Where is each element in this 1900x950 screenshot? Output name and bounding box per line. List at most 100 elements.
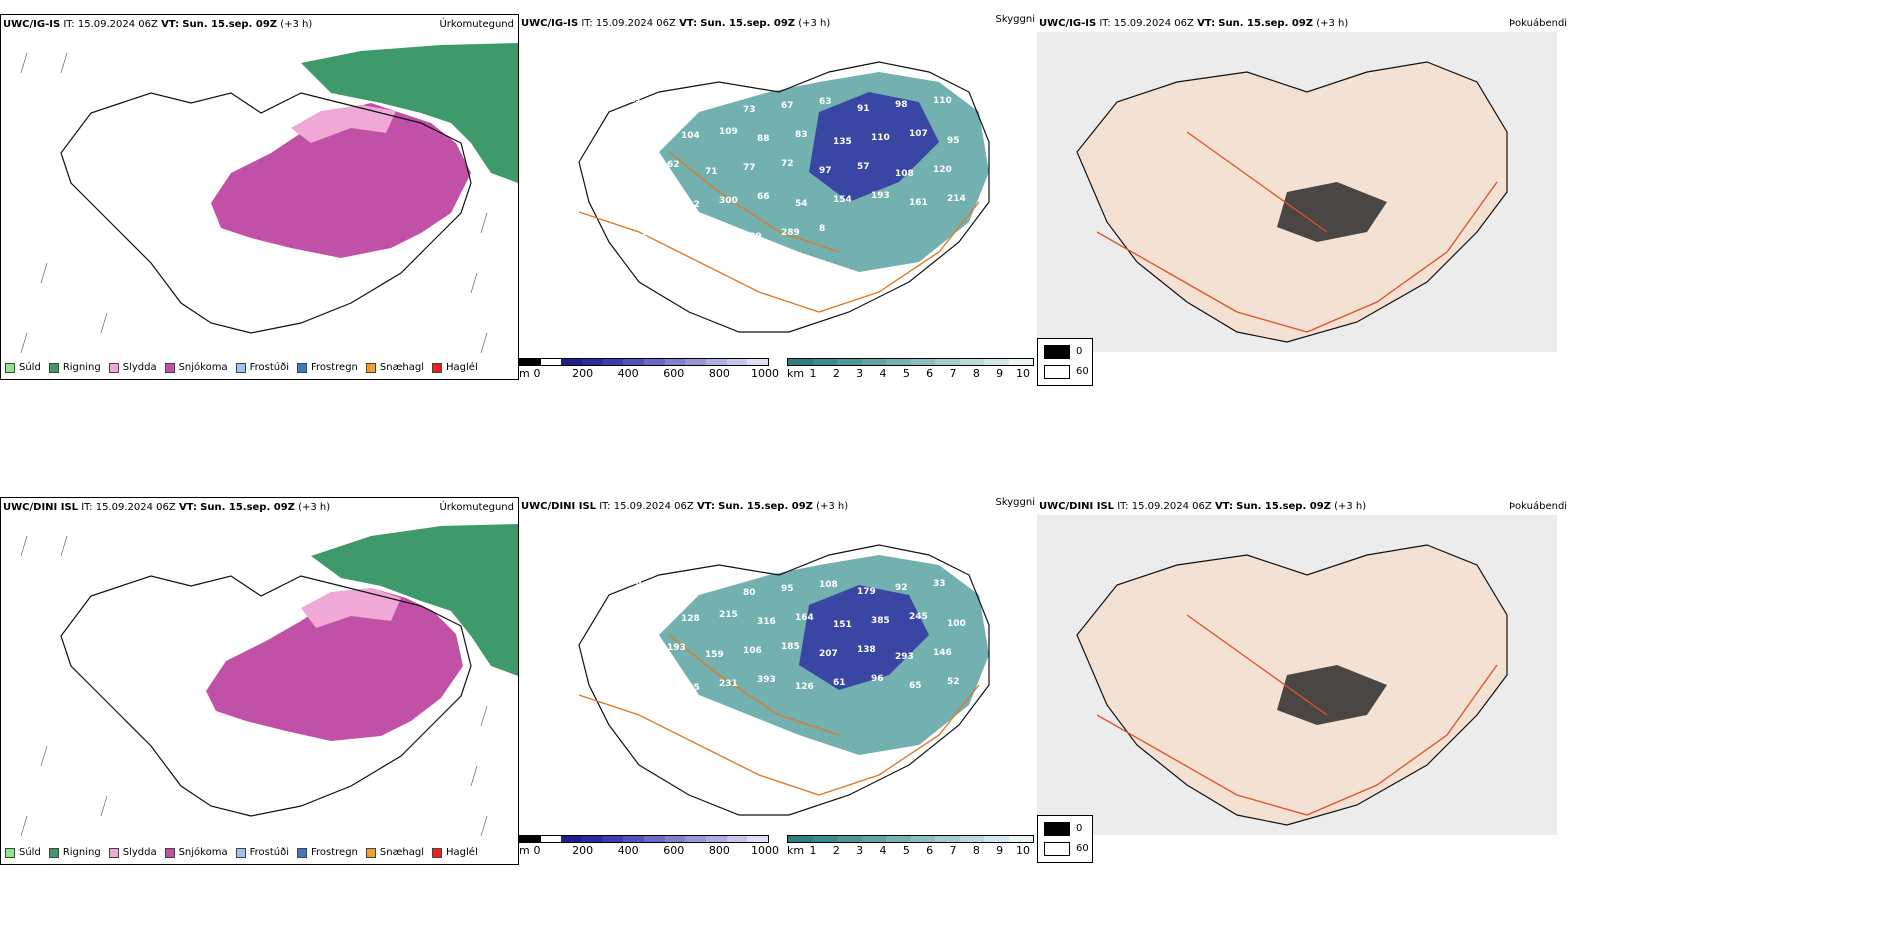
visibility-colorbar: 1 2 3 4 5 6 7 8 9 10 km (787, 358, 1034, 384)
ceiling-value-label: 214 (947, 194, 966, 204)
ceiling-value-label: 156 (629, 233, 648, 243)
legend-swatch (365, 362, 376, 373)
ceiling-value-label: 179 (857, 587, 876, 597)
ceiling-value-label: 231 (719, 679, 738, 689)
ceiling-tick: 200 (572, 367, 594, 380)
legend-item: Rigning (48, 847, 101, 858)
vis-panel-1: UWC/IG-IS IT: 15.09.2024 06Z VT: Sun. 15… (519, 14, 1037, 380)
ceiling-colorbar-strip (519, 358, 769, 366)
ceiling-value-label: 21 (629, 716, 642, 726)
ceiling-value-label: 159 (705, 650, 724, 660)
ceiling-value-label: 300 (719, 196, 738, 206)
fog-label-top: 0 (1076, 346, 1083, 357)
ceiling-tick: 600 (663, 844, 685, 857)
ceiling-tick: 0 (533, 367, 541, 380)
visibility-tick: 9 (996, 367, 1004, 380)
ceiling-labels: 60 65 73 80 95 108 179 92 33 113 128 215 316 164 151 38… (629, 578, 966, 726)
ceiling-value-label: 83 (795, 130, 808, 140)
ceiling-value-label: 164 (795, 613, 814, 623)
ceiling-tick: 600 (663, 367, 685, 380)
rain-area (301, 43, 518, 183)
legend-item: Haglél (432, 362, 478, 373)
legend-swatch (365, 847, 376, 858)
ceiling-value-label: 65 (909, 681, 922, 691)
ceiling-value-label: 146 (933, 648, 952, 658)
snow-area (206, 588, 463, 741)
ceiling-vis-map: 11 58 59 73 67 63 91 98 110 105 104 109 88 83 135 110 10… (578, 61, 990, 333)
colorbar-cell (861, 359, 886, 365)
fog-legend: 0 60 (1037, 815, 1093, 863)
visibility-tick: 5 (902, 367, 910, 380)
ceiling-value-label: 54 (795, 199, 808, 209)
ceiling-unit: m (519, 844, 530, 857)
precip-panel-2: UWC/DINI ISL IT: 15.09.2024 06Z VT: Sun.… (0, 497, 519, 865)
visibility-tick: 1 (809, 367, 817, 380)
precip-legend: Súld Rigning Slydda Snjókoma Frostúði Fr… (5, 362, 486, 373)
snow-area (211, 103, 471, 258)
ceiling-value-label: 92 (895, 583, 908, 593)
ceiling-tick: 0 (533, 844, 541, 857)
legend-item: Snjókoma (164, 847, 228, 858)
fog-dark-area (1277, 182, 1387, 242)
legend-swatch (432, 847, 443, 858)
ceiling-value-label: 77 (743, 163, 756, 173)
ceiling-value-label: 66 (757, 192, 770, 202)
ceiling-value-label: 96 (871, 674, 884, 684)
legend-item: Slydda (108, 362, 157, 373)
ceiling-value-label: 91 (857, 104, 870, 114)
visibility-tick: 8 (972, 367, 980, 380)
ceiling-value-label: 128 (681, 614, 700, 624)
colorbar-cell (726, 359, 748, 365)
ceiling-value-label: 63 (819, 97, 832, 107)
fog-title: Þokuábendi (1509, 501, 1568, 512)
road-network (1096, 131, 1498, 333)
colorbar-cell (910, 836, 935, 842)
visibility-colorbar-strip (787, 835, 1034, 843)
colorbar-cell (886, 836, 911, 842)
ceiling-value-label: 185 (781, 642, 800, 652)
panel-header: UWC/IG-IS IT: 15.09.2024 06Z VT: Sun. 15… (3, 19, 313, 30)
colorbar-cell (812, 359, 837, 365)
ceiling-tick: 1000 (751, 367, 779, 380)
legend-item: Frostregn (297, 362, 358, 373)
colorbar-cell (685, 836, 707, 842)
ceiling-value-label: 73 (743, 105, 756, 115)
ceiling-value-label: 67 (781, 101, 794, 111)
colorbar-cell (582, 836, 603, 842)
ceiling-value-label: 126 (795, 682, 814, 692)
colorbar-cell (837, 359, 862, 365)
ceiling-value-label: 108 (895, 169, 914, 179)
iceland-coast (60, 92, 472, 334)
ceiling-value-label: 106 (743, 646, 762, 656)
colorbar-cell (886, 359, 911, 365)
visibility-tick: 10 (1016, 367, 1030, 380)
legend-item: Slydda (108, 847, 157, 858)
ceiling-value-label: 59 (705, 98, 718, 108)
fog-map (1037, 515, 1557, 835)
colorbar-cell (561, 836, 583, 842)
legend-swatch (164, 362, 175, 373)
ceiling-colorbar: 0 200 400 600 800 1000 m (519, 835, 779, 861)
ceiling-tick: 800 (708, 844, 730, 857)
road-network (578, 151, 980, 313)
ceiling-value-label: 72 (781, 159, 794, 169)
colorbar-cell (520, 359, 541, 365)
road-network (578, 634, 980, 796)
visibility-unit: km (787, 367, 805, 380)
ceiling-value-label: 110 (933, 96, 952, 106)
vis-title: Skyggni (995, 14, 1035, 25)
panel-header: UWC/DINI ISL IT: 15.09.2024 06Z VT: Sun.… (1039, 501, 1367, 512)
ceiling-value-label: 61 (833, 678, 846, 688)
ceiling-value-label: 8 (819, 224, 825, 234)
ceiling-value-label: 60 (629, 578, 642, 588)
ceiling-value-label: 215 (719, 610, 738, 620)
ceiling-value-label: 168 (629, 647, 648, 657)
legend-swatch (108, 362, 119, 373)
ceiling-value-label: 385 (871, 616, 890, 626)
ceiling-value-label: 193 (667, 643, 686, 653)
legend-item: Haglél (432, 847, 478, 858)
ceiling-colorbar-strip (519, 835, 769, 843)
ceiling-value-label: 143 (667, 229, 686, 239)
colorbar-cell (602, 836, 624, 842)
ceiling-value-label: 245 (909, 612, 928, 622)
